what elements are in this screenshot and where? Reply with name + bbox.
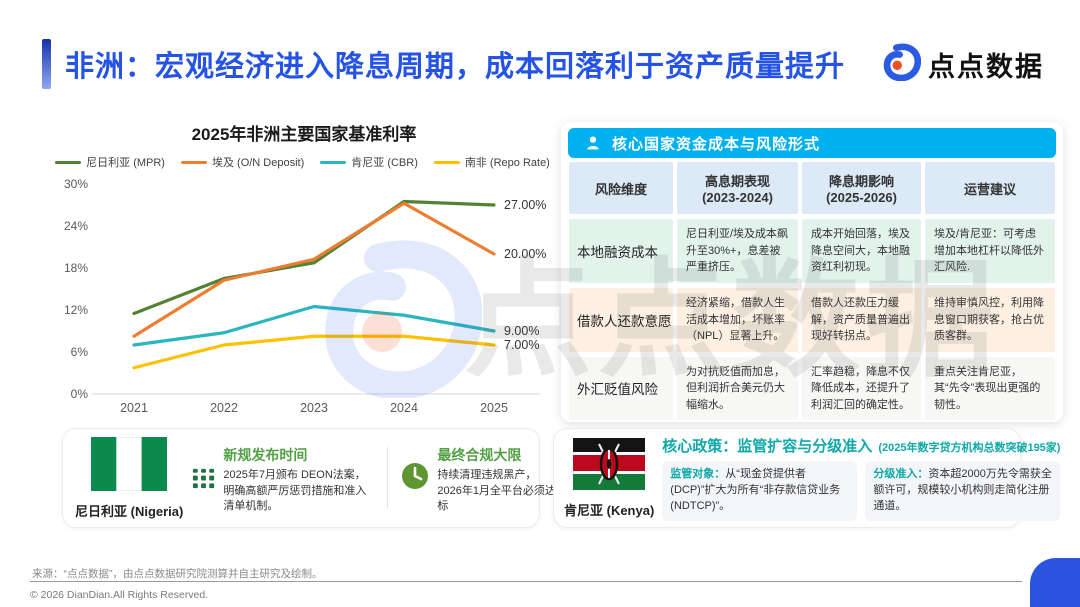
cell-dimension: 外汇贬值风险: [569, 356, 673, 420]
kenya-policy-item-2: 分级准入：资本超2000万先令需获全额许可，规模较小机构则走简化注册通道。: [865, 461, 1061, 521]
column-header: 高息期表现 (2023-2024): [677, 162, 798, 214]
column-header: 运营建议: [925, 162, 1055, 214]
legend-label: 南非 (Repo Rate): [464, 157, 550, 169]
kenya-item2-label: 分级准入：: [873, 468, 929, 481]
cell-high-period: 尼日利亚/埃及成本飙升至30%+，息差被严重挤压。: [677, 219, 798, 283]
legend-swatch: [433, 160, 460, 164]
svg-text:2023: 2023: [300, 401, 328, 415]
column-header: 降息期影响 (2025-2026): [802, 162, 921, 214]
svg-text:12%: 12%: [64, 303, 88, 317]
cell-advice: 埃及/肯尼亚：可考虑增加本地杠杆以降低外汇风险.: [925, 219, 1055, 283]
nigeria-flag-block: 尼日利亚 (Nigeria): [75, 436, 184, 520]
legend-swatch: [55, 160, 82, 164]
kenya-policy-note: (2025年数字贷方机构总数突破195家): [878, 442, 1061, 455]
corner-decoration: [1030, 558, 1080, 607]
nigeria-flag: [90, 436, 168, 496]
kenya-policy-content: 核心政策：监管扩容与分级准入 (2025年数字贷方机构总数突破195家) 监管对…: [662, 435, 1061, 521]
svg-text:7.00%: 7.00%: [504, 338, 539, 352]
kenya-flag: [572, 437, 646, 495]
calendar-icon: [191, 467, 216, 497]
cell-dimension: 借款人还款意愿: [569, 288, 673, 352]
title-accent-bar: [42, 39, 51, 89]
brand-logo: 点点数据: [883, 43, 1044, 86]
page-title: 非洲：宏观经济进入降息周期，成本回落利于资产质量提升: [65, 51, 846, 83]
table-row: 借款人还款意愿 经济紧缩，借款人生活成本增加，坏账率（NPL）显著上升。 借款人…: [569, 288, 1055, 352]
kenya-item2-body: 资本超2000万先令需获全额许可，规模较小机构则走简化注册通道。: [873, 468, 1052, 512]
kenya-flag-block: 肯尼亚 (Kenya): [564, 437, 655, 519]
risk-table-banner: 核心国家资金成本与风险形式: [568, 128, 1056, 158]
chart-legend: 尼日利亚 (MPR) 埃及 (O/N Deposit) 肯尼亚 (CBR) 南非…: [50, 154, 555, 170]
svg-text:2021: 2021: [120, 401, 148, 415]
risk-table-banner-text: 核心国家资金成本与风险形式: [612, 135, 821, 153]
source-note: 来源：“点点数据”，由点点数据研究院测算并自主研究及绘制。: [32, 568, 323, 580]
cell-advice: 重点关注肯尼亚，其“先令”表现出更强的韧性。: [925, 356, 1055, 420]
kenya-flag-label: 肯尼亚 (Kenya): [564, 502, 655, 518]
svg-text:2024: 2024: [390, 401, 418, 415]
legend-item-nigeria: 尼日利亚 (MPR): [55, 154, 165, 170]
copyright: © 2026 DianDian.All Rights Reserved.: [30, 589, 209, 601]
legend-swatch: [180, 160, 207, 164]
svg-text:24%: 24%: [64, 219, 88, 233]
kenya-policy-heading: 核心政策：监管扩容与分级准入: [662, 438, 873, 456]
legend-swatch: [320, 160, 347, 164]
risk-table: 风险维度 高息期表现 (2023-2024) 降息期影响 (2025-2026)…: [569, 162, 1055, 420]
nigeria-reg-item-2: 最终合规大限 持续清理违规黑产，2026年1月全平台必须达标: [400, 441, 559, 516]
cell-high-period: 为对抗贬值而加息，但利润折合美元仍大幅缩水。: [677, 356, 798, 420]
kenya-policy-card: 肯尼亚 (Kenya) 核心政策：监管扩容与分级准入 (2025年数字贷方机构总…: [553, 428, 1061, 528]
kenya-item1-body: 从“现金贷提供者(DCP)”扩大为所有“非存款信贷业务(NDTCP)”。: [670, 468, 841, 512]
legend-label: 埃及 (O/N Deposit): [211, 157, 305, 169]
nigeria-reg-item-1: 新规发布时间 2025年7月颁布 DEON法案，明确高额严厉惩罚措施和准入清单机…: [191, 441, 375, 516]
nigeria-policy-card: 尼日利亚 (Nigeria) 新规发布时间 2025年7月颁布 DEON法案，明…: [62, 428, 556, 528]
footer-divider: [30, 581, 1022, 582]
legend-item-south-africa: 南非 (Repo Rate): [433, 154, 550, 170]
svg-text:20.00%: 20.00%: [504, 247, 546, 261]
cell-dimension: 本地融资成本: [569, 219, 673, 283]
nigeria-item2-title: 最终合规大限: [437, 446, 522, 463]
cell-cut-period: 借款人还款压力缓解，资产质量普遍出现好转拐点。: [802, 288, 921, 352]
cell-high-period: 经济紧缩，借款人生活成本增加，坏账率（NPL）显著上升。: [677, 288, 798, 352]
brand-logo-icon: [883, 43, 922, 86]
svg-text:6%: 6%: [71, 345, 89, 359]
svg-text:30%: 30%: [64, 177, 88, 191]
header: 非洲：宏观经济进入降息周期，成本回落利于资产质量提升 点点数据: [42, 36, 1044, 92]
clock-icon: [400, 461, 430, 496]
svg-text:2025: 2025: [480, 401, 508, 415]
legend-item-egypt: 埃及 (O/N Deposit): [180, 154, 305, 170]
cell-advice: 维持审慎风控，利用降息窗口期获客，抢占优质客群。: [925, 288, 1055, 352]
kenya-policy-item-1: 监管对象：从“现金贷提供者(DCP)”扩大为所有“非存款信贷业务(NDTCP)”…: [662, 461, 858, 521]
nigeria-item2-body: 持续清理违规黑产，2026年1月全平台必须达标: [437, 468, 556, 513]
base-rate-line-chart: 0% 6% 12% 18% 24% 30% 2021 2022 2023 2024 2025 27.0…: [64, 177, 546, 415]
legend-label: 肯尼亚 (CBR): [351, 157, 418, 169]
nigeria-item1-title: 新规发布时间: [223, 446, 308, 463]
kenya-item1-label: 监管对象：: [670, 468, 726, 481]
table-row: 本地融资成本 尼日利亚/埃及成本飙升至30%+，息差被严重挤压。 成本开始回落，…: [569, 219, 1055, 283]
legend-item-kenya: 肯尼亚 (CBR): [320, 154, 418, 170]
risk-table-header-row: 风险维度 高息期表现 (2023-2024) 降息期影响 (2025-2026)…: [569, 162, 1055, 214]
svg-text:2022: 2022: [210, 401, 238, 415]
risk-table-card: 核心国家资金成本与风险形式 风险维度 高息期表现 (2023-2024) 降息期…: [561, 122, 1063, 422]
column-header: 风险维度: [569, 162, 673, 214]
nigeria-flag-label: 尼日利亚 (Nigeria): [75, 503, 184, 519]
chart-title: 2025年非洲主要国家基准利率: [191, 125, 417, 144]
svg-text:18%: 18%: [64, 261, 88, 275]
svg-text:0%: 0%: [71, 387, 89, 401]
nigeria-item1-body: 2025年7月颁布 DEON法案，明确高额严厉惩罚措施和准入清单机制。: [223, 468, 367, 513]
cell-cut-period: 汇率趋稳，降息不仅降低成本，还提升了利润汇回的确定性。: [802, 356, 921, 420]
brand-logo-text: 点点数据: [928, 51, 1044, 82]
divider: [387, 447, 389, 509]
cell-cut-period: 成本开始回落，埃及降息空间大，本地融资红利初现。: [802, 219, 921, 283]
svg-text:27.00%: 27.00%: [504, 198, 546, 212]
table-row: 外汇贬值风险 为对抗贬值而加息，但利润折合美元仍大幅缩水。 汇率趋稳，降息不仅降…: [569, 356, 1055, 420]
svg-text:9.00%: 9.00%: [504, 324, 539, 338]
person-icon: [584, 134, 602, 152]
legend-label: 尼日利亚 (MPR): [86, 157, 165, 169]
